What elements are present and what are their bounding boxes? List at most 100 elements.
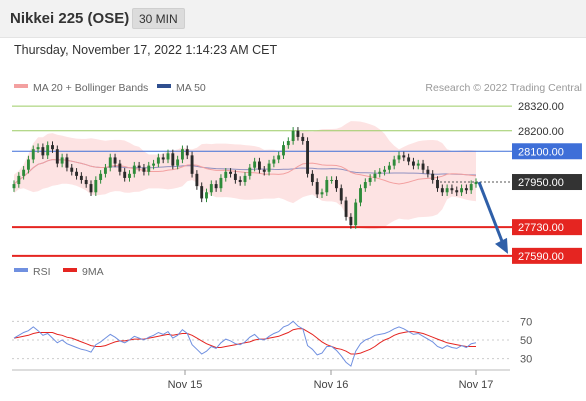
candle-body — [286, 141, 290, 146]
candle-body — [166, 153, 170, 160]
level-tag-28100.00 — [512, 143, 582, 160]
candle-body — [243, 175, 247, 183]
candle-body — [334, 179, 338, 189]
candle-body — [392, 159, 396, 166]
rsi-legend-label: RSI — [33, 266, 51, 278]
candle-body — [445, 188, 449, 193]
candle-body — [262, 169, 266, 172]
candle-body — [195, 173, 199, 187]
rsi-tick-label-50: 50 — [520, 335, 532, 347]
candle-body — [147, 165, 151, 172]
candle-body — [378, 171, 382, 174]
candle-body — [349, 216, 353, 226]
candle-body — [296, 130, 300, 137]
candle-body — [205, 192, 208, 199]
candle-body — [272, 159, 276, 164]
candle-body — [229, 171, 233, 174]
candle-body — [436, 179, 439, 189]
instrument-title: Nikkei 225 (OSE) — [10, 10, 130, 27]
rsi-panel: 70 50 30 — [12, 316, 532, 367]
candle-body — [176, 159, 180, 166]
candle-body — [89, 184, 93, 193]
candle-body — [315, 182, 319, 195]
candle-body — [75, 171, 79, 176]
level-label-27590.00: 27590.00 — [518, 251, 564, 263]
candle-body — [142, 167, 146, 172]
candle-body — [214, 184, 218, 189]
candle-body — [36, 147, 40, 150]
candle-body — [46, 145, 50, 156]
candle-body — [402, 155, 406, 158]
rsi-legend-swatch — [14, 268, 28, 272]
candle-body — [383, 169, 387, 172]
rsi-tick-label-70: 70 — [520, 316, 532, 328]
candle-body — [128, 173, 131, 178]
candle-body — [180, 149, 184, 160]
candle-body — [200, 186, 204, 199]
candle-body — [431, 173, 435, 180]
level-label-28100.00: 28100.00 — [518, 146, 564, 158]
candle-body — [51, 145, 54, 150]
candle-body — [320, 192, 324, 195]
candle-body — [407, 157, 411, 162]
candle-body — [94, 179, 98, 193]
projection-arrow — [477, 181, 508, 254]
candle-body — [152, 163, 156, 166]
candle-body — [70, 167, 74, 172]
candle-body — [233, 173, 237, 180]
candle-body — [185, 149, 189, 156]
candle-body — [474, 182, 478, 185]
candle-body — [397, 155, 401, 160]
candle-body — [373, 173, 377, 178]
ma20-legend-label: MA 20 + Bollinger Bands — [33, 82, 148, 94]
candle-body — [108, 157, 112, 168]
candle-body — [301, 136, 305, 142]
candle-body — [416, 163, 420, 166]
interval-button[interactable]: 30 MIN — [132, 8, 185, 29]
candle-body — [325, 179, 329, 193]
level-label-27950.00: 27950.00 — [518, 177, 564, 189]
candle-body — [267, 163, 271, 172]
price-level-labels: 28320.00 28200.00 28100.00 27950.00 27730.00… — [512, 101, 582, 264]
candle-body — [219, 177, 223, 189]
candle-body — [22, 169, 26, 176]
projection-arrow-head — [495, 237, 508, 254]
candle-body — [411, 161, 415, 166]
candle-body — [99, 173, 103, 180]
price-levels — [12, 105, 512, 257]
candle-body — [190, 155, 194, 174]
x-tick-label-Nov-16: Nov 16 — [314, 379, 349, 391]
ma50-legend-label: MA 50 — [176, 82, 206, 94]
rsi-ma-line — [13, 328, 476, 355]
candle-body — [306, 141, 310, 174]
rsi-tick-label-30: 30 — [520, 354, 532, 366]
rsi-line — [13, 320, 477, 367]
candle-body — [17, 175, 21, 185]
candle-body — [161, 157, 165, 160]
candle-body — [171, 153, 175, 166]
candle-body — [26, 159, 30, 170]
candle-body — [113, 157, 117, 164]
timestamp: Thursday, November 17, 2022 1:14:23 AM C… — [14, 43, 278, 57]
research-credit: Research © 2022 Trading Central — [425, 82, 582, 94]
x-tick-label-Nov-17: Nov 17 — [459, 379, 494, 391]
candle-body — [103, 167, 107, 174]
candle-body — [224, 171, 228, 178]
candle-body — [209, 184, 213, 193]
ma20-legend-swatch — [14, 84, 28, 88]
candle-body — [387, 165, 391, 170]
candle-body — [469, 184, 473, 191]
candle-body — [330, 179, 334, 181]
candle-body — [310, 173, 314, 183]
candle-body — [123, 171, 127, 178]
candle-body — [464, 188, 468, 191]
candle-body — [65, 157, 69, 168]
x-axis: Nov 15 Nov 16 Nov 17 — [168, 370, 494, 391]
rsi-ma-legend-label: 9MA — [82, 266, 104, 278]
candle-body — [12, 184, 16, 189]
candle-body — [282, 145, 285, 156]
candle-body — [455, 190, 459, 193]
level-tag-27730.00 — [512, 219, 582, 236]
level-tag-27950.00 — [512, 174, 582, 191]
